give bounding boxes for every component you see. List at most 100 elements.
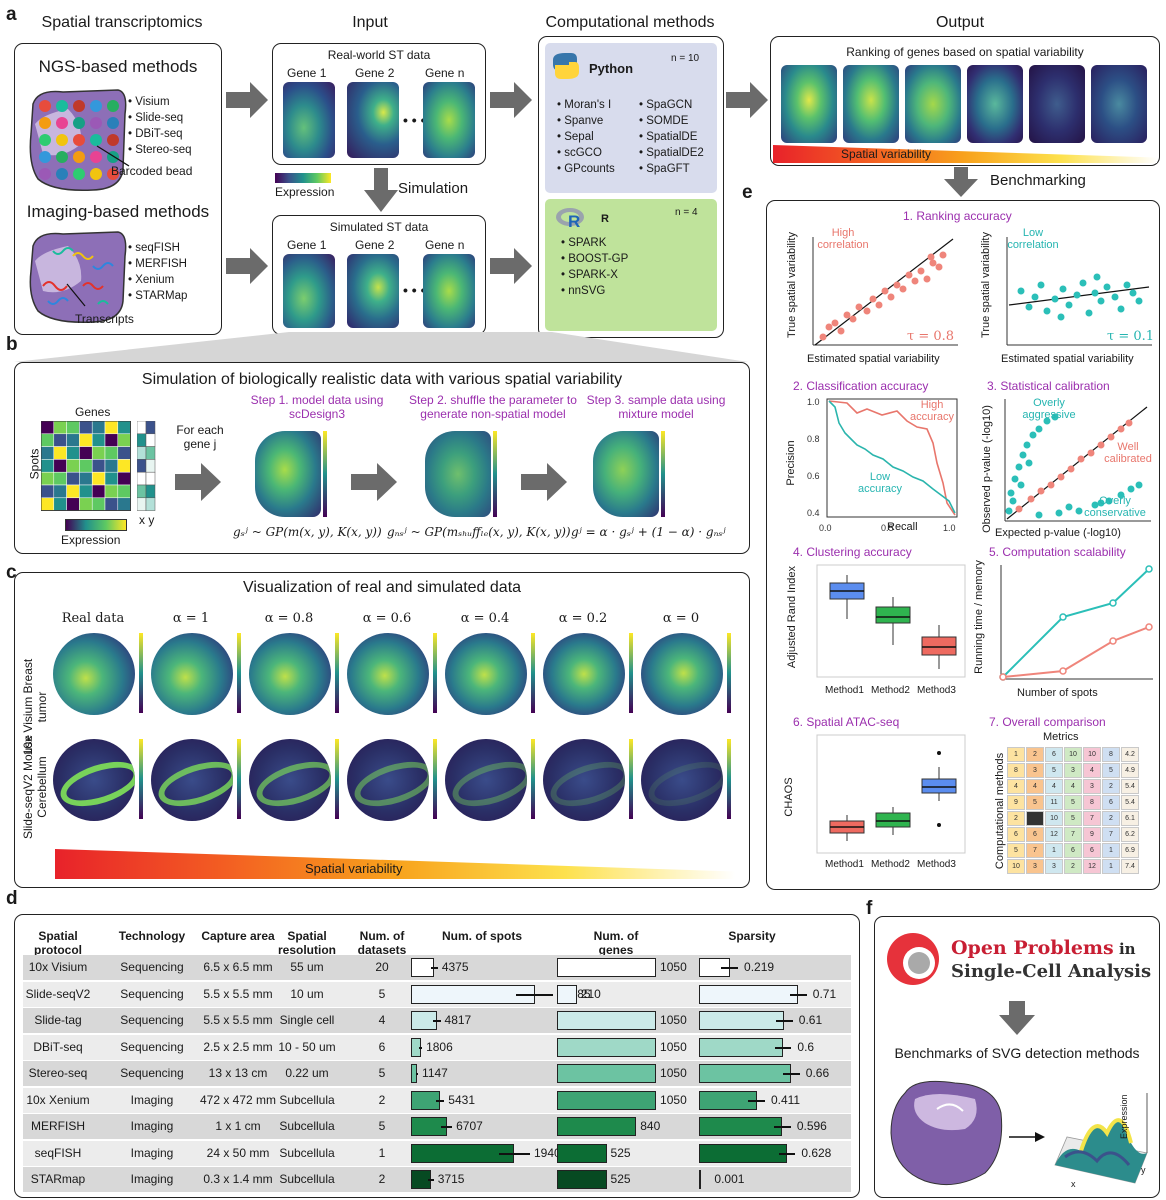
barcode-pointer <box>96 145 130 167</box>
column-header: Num. of spots <box>442 929 522 943</box>
matrix-cell <box>66 421 80 435</box>
scatter-point <box>1111 293 1119 301</box>
y-axis-label: True spatial variability <box>980 232 992 338</box>
cerebellum-pattern <box>643 753 723 815</box>
scatter-point <box>825 323 833 331</box>
heatmap-cell: 7 <box>1064 827 1082 842</box>
protocol-cell: Slide-seqV2 <box>25 986 91 1001</box>
alpha-column-label: Real data <box>61 611 125 626</box>
calibration-point <box>1005 507 1013 515</box>
matrix-cell <box>41 446 55 460</box>
scalability-point <box>1145 565 1153 573</box>
matrix-cell <box>145 471 156 486</box>
scatter-point <box>927 253 935 261</box>
overall-title: 7. Overall comparison <box>989 715 1106 729</box>
error-bar <box>419 1046 423 1049</box>
calibration-point <box>1107 433 1115 441</box>
matrix-cell <box>104 484 119 499</box>
heatmap-cell: 5 <box>1064 811 1082 826</box>
matrix-cell <box>66 459 80 473</box>
heatmap-cell: 10 <box>1083 747 1101 762</box>
matrix-cell <box>145 497 156 511</box>
x-tick-label: 0.0 <box>819 523 832 533</box>
spots-value-label: 3715 <box>437 1172 465 1186</box>
matrix-cell <box>104 433 119 447</box>
python-methods-col2: • SpaGCN • SOMDE • SpatialDE • SpatialDE2 • … <box>639 99 704 175</box>
sparsity-value-label: 0.628 <box>801 1145 832 1160</box>
datasets-cell: 2 <box>378 1172 386 1186</box>
protocol-cell: STARmap <box>30 1172 86 1186</box>
x-axis-label: Number of spots <box>1017 687 1098 699</box>
tissue-map <box>593 431 659 517</box>
colorbar <box>727 739 731 819</box>
matrix-cell <box>41 433 55 447</box>
scatter-point <box>917 267 925 275</box>
tissue-map <box>423 254 475 328</box>
error-bar <box>778 1152 796 1155</box>
box <box>875 606 911 624</box>
heatmap-cell: 3 <box>1026 859 1044 874</box>
matrix-cell <box>41 421 55 435</box>
step2-label: Step 2. shuffle the parameter to generat… <box>409 393 577 421</box>
heatmap-cell: 1 <box>1102 843 1120 858</box>
calibration-point <box>1025 459 1033 467</box>
tissue-map <box>283 82 335 158</box>
visualization-box: Visualization of real and simulated data… <box>14 572 750 888</box>
matrix-cell <box>137 497 147 511</box>
equation-step3: gʲ = α · gₛʲ + (1 − α) · gₙₛʲ <box>571 525 726 539</box>
calibration-point <box>1091 501 1099 509</box>
datasets-cell: 5 <box>378 1066 386 1080</box>
step3-label: Step 3. sample data using mixture model <box>586 393 726 421</box>
header-methods: Computational methods <box>545 14 715 31</box>
slideseq-tissue-map <box>445 739 527 821</box>
scatter-point <box>1103 283 1111 291</box>
simulated-st-data-box: Simulated ST data Gene 1 Gene 2 Gene n •… <box>272 215 486 335</box>
heatmap-cell: 4.2 <box>1121 747 1139 762</box>
capture-area-cell: 13 x 13 cm <box>208 1066 268 1080</box>
calibration-point <box>1125 419 1133 427</box>
heatmap-cell: 6 <box>1026 827 1044 842</box>
gene-label: Gene 2 <box>355 238 395 252</box>
ngs-item: • DBiT-seq <box>128 128 183 140</box>
tissue-map <box>781 65 837 143</box>
genes-bar <box>557 984 577 1004</box>
column-header: Capture area <box>201 929 275 943</box>
technology-cell: Sequencing <box>120 1013 184 1027</box>
matrix-cell <box>91 459 106 473</box>
genes-label: Genes <box>75 405 111 419</box>
matrix-cell <box>117 497 131 511</box>
heatmap-cell: 7.4 <box>1121 859 1139 874</box>
panel-letter-e: e <box>742 182 753 203</box>
colorbar <box>139 739 143 819</box>
datasets-cell: 4 <box>378 1013 386 1027</box>
scalability-point <box>1109 637 1117 645</box>
ellipsis: • • • <box>403 112 426 128</box>
genes-value-label: 210 <box>580 986 601 1001</box>
scatter-point <box>1037 281 1045 289</box>
real-st-data-box: Real-world ST data Gene 1 Gene 2 Gene n … <box>272 43 486 165</box>
matrix-cell <box>91 471 106 486</box>
capture-area-cell: 1 x 1 cm <box>215 1119 261 1133</box>
heatmap-cell: 5.4 <box>1121 779 1139 794</box>
box <box>875 812 911 828</box>
overly-conservative-note: Overly conservative <box>1084 495 1146 519</box>
calibration-point <box>1097 499 1105 507</box>
y-axis-label: CHAOS <box>783 777 795 817</box>
calibration-point <box>1117 425 1125 433</box>
arrow-right-icon <box>490 82 532 118</box>
sparsity-value-label: 0.219 <box>744 960 775 974</box>
error-bar <box>776 1020 793 1022</box>
dataset-table-box: Spatial protocol Technology Capture area Sp… <box>14 914 860 1198</box>
heatmap-cell: 4 <box>1007 779 1025 794</box>
datasets-cell: 1 <box>378 1145 386 1160</box>
matrix-cell <box>145 446 156 460</box>
genes-bar <box>557 1011 657 1030</box>
arrow-right-icon <box>490 248 532 284</box>
colorbar <box>661 431 665 517</box>
gene-label: Gene 2 <box>355 66 395 80</box>
simulation-title: Simulation of biologically realistic dat… <box>141 371 623 388</box>
genes-value-label: 1050 <box>660 1066 687 1080</box>
ranking-scatter-high <box>812 237 958 346</box>
python-label: Python <box>589 61 634 76</box>
alpha-column-label: α = 0.6 <box>362 611 412 626</box>
